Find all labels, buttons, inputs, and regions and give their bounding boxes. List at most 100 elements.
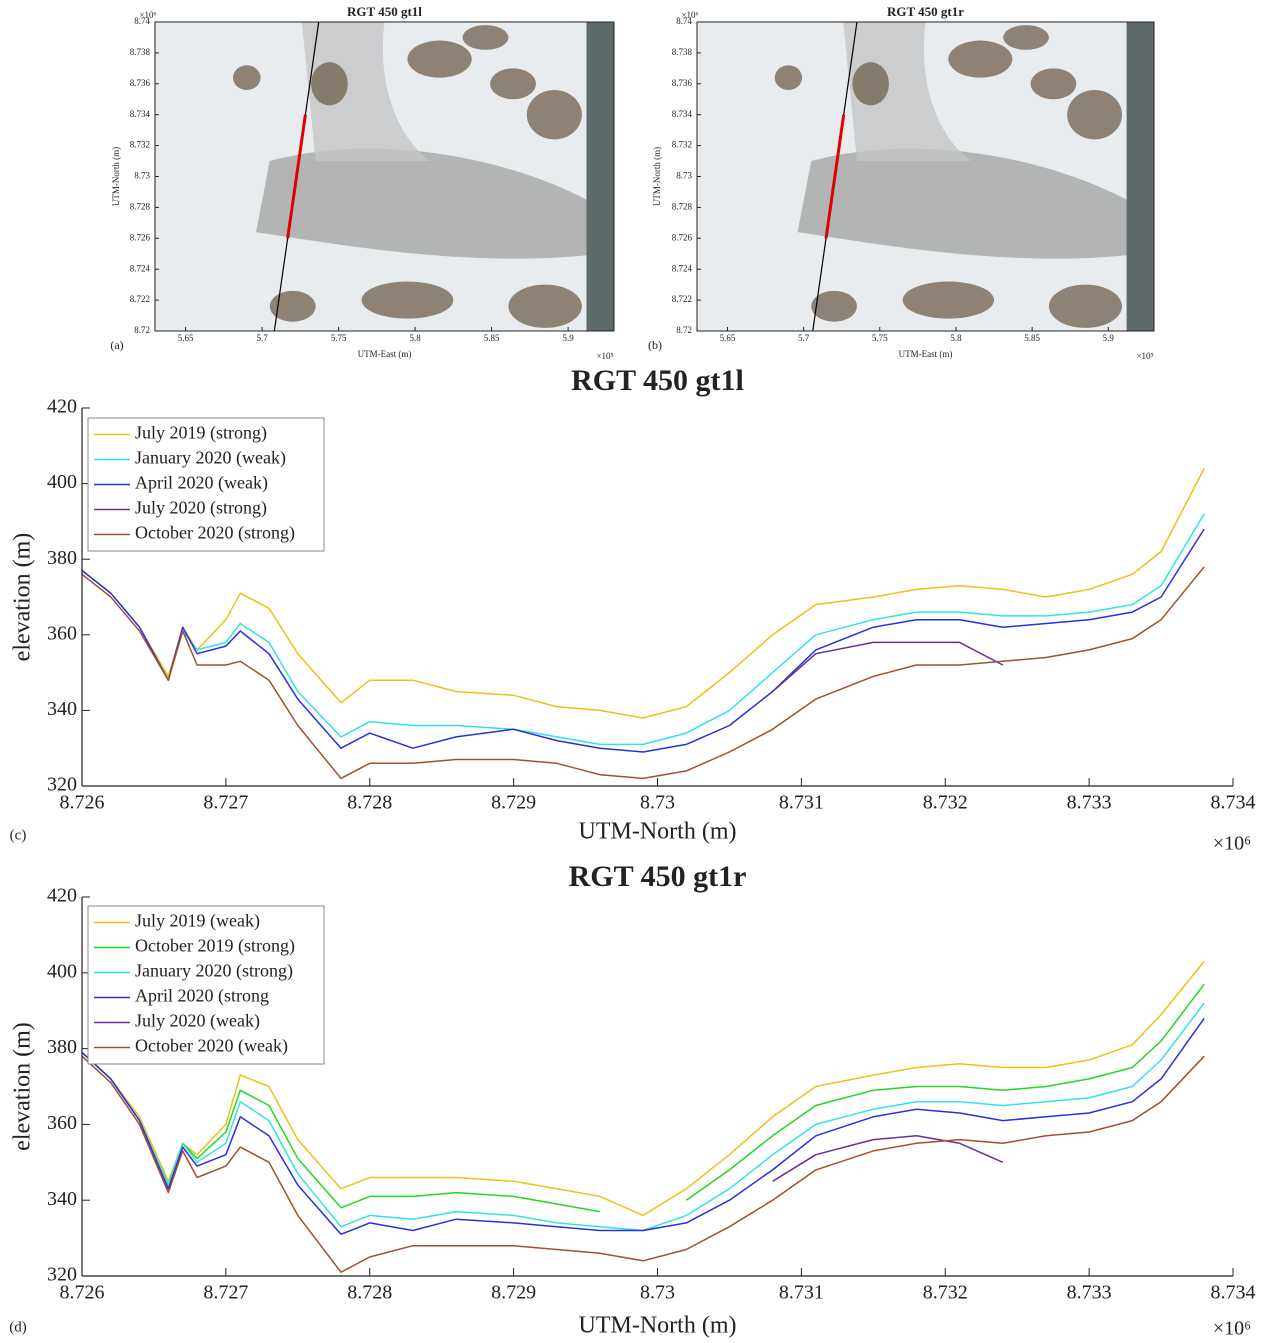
x-tick-label: 5.9 [1103, 333, 1115, 343]
chart-title: RGT 450 gt1l [571, 364, 744, 397]
x-tick-label: 5.65 [178, 333, 194, 343]
y-tick-label: 400 [47, 471, 77, 493]
y-tick-label: 8.724 [672, 263, 693, 273]
y-tick-label: 8.734 [672, 109, 693, 119]
rock [361, 281, 454, 319]
y-tick-label: 8.734 [130, 109, 151, 119]
y-tick-label: 8.732 [130, 140, 150, 150]
rock [233, 65, 261, 90]
y-exponent: ×10⁶ [681, 10, 698, 20]
x-tick-label: 5.8 [950, 333, 962, 343]
rock [462, 25, 509, 50]
x-tick-label: 8.729 [491, 1282, 536, 1304]
x-exponent: ×10⁵ [596, 351, 613, 361]
y-tick-label: 8.74 [676, 16, 692, 26]
x-tick-label: 5.65 [720, 333, 736, 343]
x-tick-label: 5.75 [331, 333, 347, 343]
rock [1030, 68, 1077, 100]
x-axis-label: UTM-North (m) [579, 819, 737, 845]
y-tick-label: 8.724 [130, 263, 151, 273]
rock [407, 40, 472, 78]
y-axis-label: elevation (m) [10, 533, 36, 662]
legend-box [87, 905, 325, 1065]
y-tick-label: 8.738 [130, 47, 151, 57]
x-axis-label: UTM-North (m) [579, 1313, 737, 1339]
x-tick-label: 8.728 [347, 1282, 392, 1304]
series-line [81, 566, 1205, 780]
legend-label: April 2020 (weak) [135, 473, 268, 494]
x-tick-label: 8.73 [640, 1282, 675, 1304]
x-tick-label: 8.732 [923, 792, 968, 814]
legend-label: October 2019 (strong) [135, 936, 295, 957]
y-tick-label: 8.732 [672, 140, 692, 150]
legend-label: October 2020 (strong) [135, 523, 295, 544]
x-tick-label: 5.75 [872, 333, 888, 343]
chart-title: RGT 450 gt1r [887, 4, 964, 19]
x-tick-label: 8.734 [1211, 1282, 1256, 1304]
satellite-image [697, 22, 1154, 331]
glacier [255, 148, 601, 259]
legend: July 2019 (strong) January 2020 (weak) Apr… [87, 417, 325, 552]
y-tick-label: 8.73 [134, 171, 150, 181]
y-tick-label: 400 [47, 960, 77, 982]
legend-label: January 2020 (weak) [135, 448, 286, 469]
x-axis-label: UTM-East (m) [358, 349, 412, 359]
legend-label: July 2019 (weak) [135, 911, 260, 932]
x-tick-label: 8.733 [1067, 792, 1112, 814]
x-exponent: ×10⁵ [1136, 351, 1153, 361]
glacier-upper [843, 22, 972, 162]
x-tick-label: 8.731 [779, 792, 824, 814]
y-tick-label: 8.73 [676, 171, 692, 181]
y-tick-label: 420 [47, 396, 77, 418]
y-tick-label: 8.738 [672, 47, 693, 57]
rock [311, 62, 348, 106]
x-tick-label: 8.727 [203, 792, 248, 814]
panel-label: (d) [9, 1319, 27, 1335]
satellite-image [155, 22, 614, 331]
y-axis-label: UTM-North (m) [652, 147, 662, 206]
panel-label: (a) [110, 338, 123, 352]
y-tick-label: 380 [47, 547, 77, 569]
rock [508, 284, 582, 328]
x-tick-label: 5.85 [484, 333, 500, 343]
x-tick-label: 5.7 [798, 333, 810, 343]
x-tick-label: 8.734 [1211, 792, 1256, 814]
x-tick-label: 8.73 [640, 792, 675, 814]
series-line [81, 528, 1205, 753]
y-tick-label: 8.736 [130, 78, 151, 88]
x-exponent: ×10⁶ [1213, 1318, 1251, 1340]
sea [586, 22, 614, 331]
legend-label: April 2020 (strong [135, 986, 269, 1007]
legend-label: October 2020 (weak) [135, 1036, 288, 1057]
y-tick-label: 8.726 [672, 232, 693, 242]
y-axis-label: UTM-North (m) [111, 147, 121, 206]
rock [852, 62, 889, 106]
y-tick-label: 8.726 [130, 232, 151, 242]
y-tick-label: 8.722 [672, 294, 692, 304]
rock [269, 290, 316, 322]
legend-label: July 2020 (strong) [135, 498, 267, 519]
y-tick-label: 420 [47, 885, 77, 907]
legend-label: July 2020 (weak) [135, 1011, 260, 1032]
rock [490, 68, 536, 100]
glacier-upper [301, 22, 431, 162]
plot-frame [696, 21, 1155, 332]
x-tick-label: 8.726 [60, 792, 105, 814]
rock [811, 290, 857, 322]
y-tick-label: 380 [47, 1036, 77, 1058]
legend-label: January 2020 (strong) [135, 961, 293, 982]
panel-label: (b) [648, 338, 662, 352]
chart-title: RGT 450 gt1r [569, 860, 747, 893]
x-tick-label: 5.85 [1024, 333, 1040, 343]
series-line [81, 1002, 1205, 1232]
y-tick-label: 8.72 [134, 325, 150, 335]
y-tick-label: 320 [47, 1264, 77, 1286]
x-tick-label: 5.9 [562, 333, 574, 343]
rock [1067, 89, 1123, 140]
panel-label: (c) [10, 827, 27, 843]
chart-title: RGT 450 gt1l [347, 4, 422, 19]
series-line [81, 1017, 1205, 1236]
y-tick-label: 360 [47, 622, 77, 644]
x-exponent: ×10⁶ [1213, 833, 1251, 855]
